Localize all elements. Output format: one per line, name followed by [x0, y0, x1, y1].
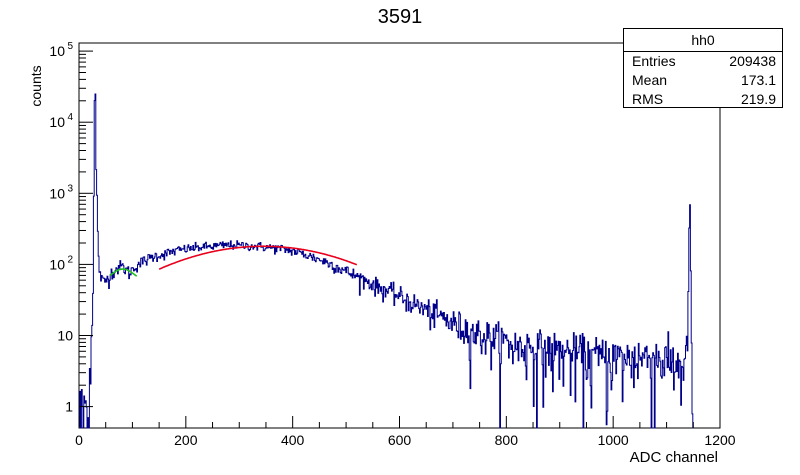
histogram-series [79, 93, 694, 429]
chart-title: 3591 [377, 6, 423, 28]
y-tick-label: 10 [49, 43, 65, 59]
x-tick-label: 400 [281, 432, 305, 448]
x-tick-label: 600 [388, 432, 412, 448]
fit-curve-2 [158, 245, 358, 270]
stats-value-entries: 209438 [729, 53, 776, 69]
stats-label-entries: Entries [632, 53, 676, 69]
y-axis-label: counts [28, 65, 44, 106]
stats-label-mean: Mean [632, 72, 668, 88]
y-tick-label: 10 [57, 327, 73, 343]
fit-curve-1 [109, 268, 138, 277]
x-tick-label: 1200 [704, 432, 735, 448]
y-tick-exponent: 4 [67, 112, 73, 123]
y-tick-exponent: 2 [67, 254, 73, 265]
y-tick-exponent: 3 [67, 183, 73, 194]
y-tick-label: 10 [49, 185, 65, 201]
x-tick-label: 200 [174, 432, 198, 448]
stats-value-mean: 173.1 [740, 72, 776, 88]
stats-histogram-name: hh0 [624, 29, 782, 52]
y-tick-exponent: 5 [67, 41, 73, 52]
stats-value-rms: 219.9 [740, 91, 776, 107]
x-tick-label: 1000 [598, 432, 629, 448]
stats-row-entries: Entries 209438 [624, 52, 782, 71]
stats-box: hh0 Entries 209438 Mean 173.1 RMS 219.9 [623, 28, 783, 108]
stats-row-mean: Mean 173.1 [624, 71, 782, 90]
x-tick-label: 0 [75, 432, 83, 448]
y-tick-label: 10 [49, 114, 65, 130]
y-tick-label: 10 [49, 256, 65, 272]
stats-label-rms: RMS [632, 91, 664, 107]
stats-row-rms: RMS 219.9 [624, 90, 782, 109]
x-axis-label: ADC channel [630, 449, 718, 466]
y-tick-label: 1 [65, 399, 73, 415]
x-tick-label: 800 [495, 432, 519, 448]
